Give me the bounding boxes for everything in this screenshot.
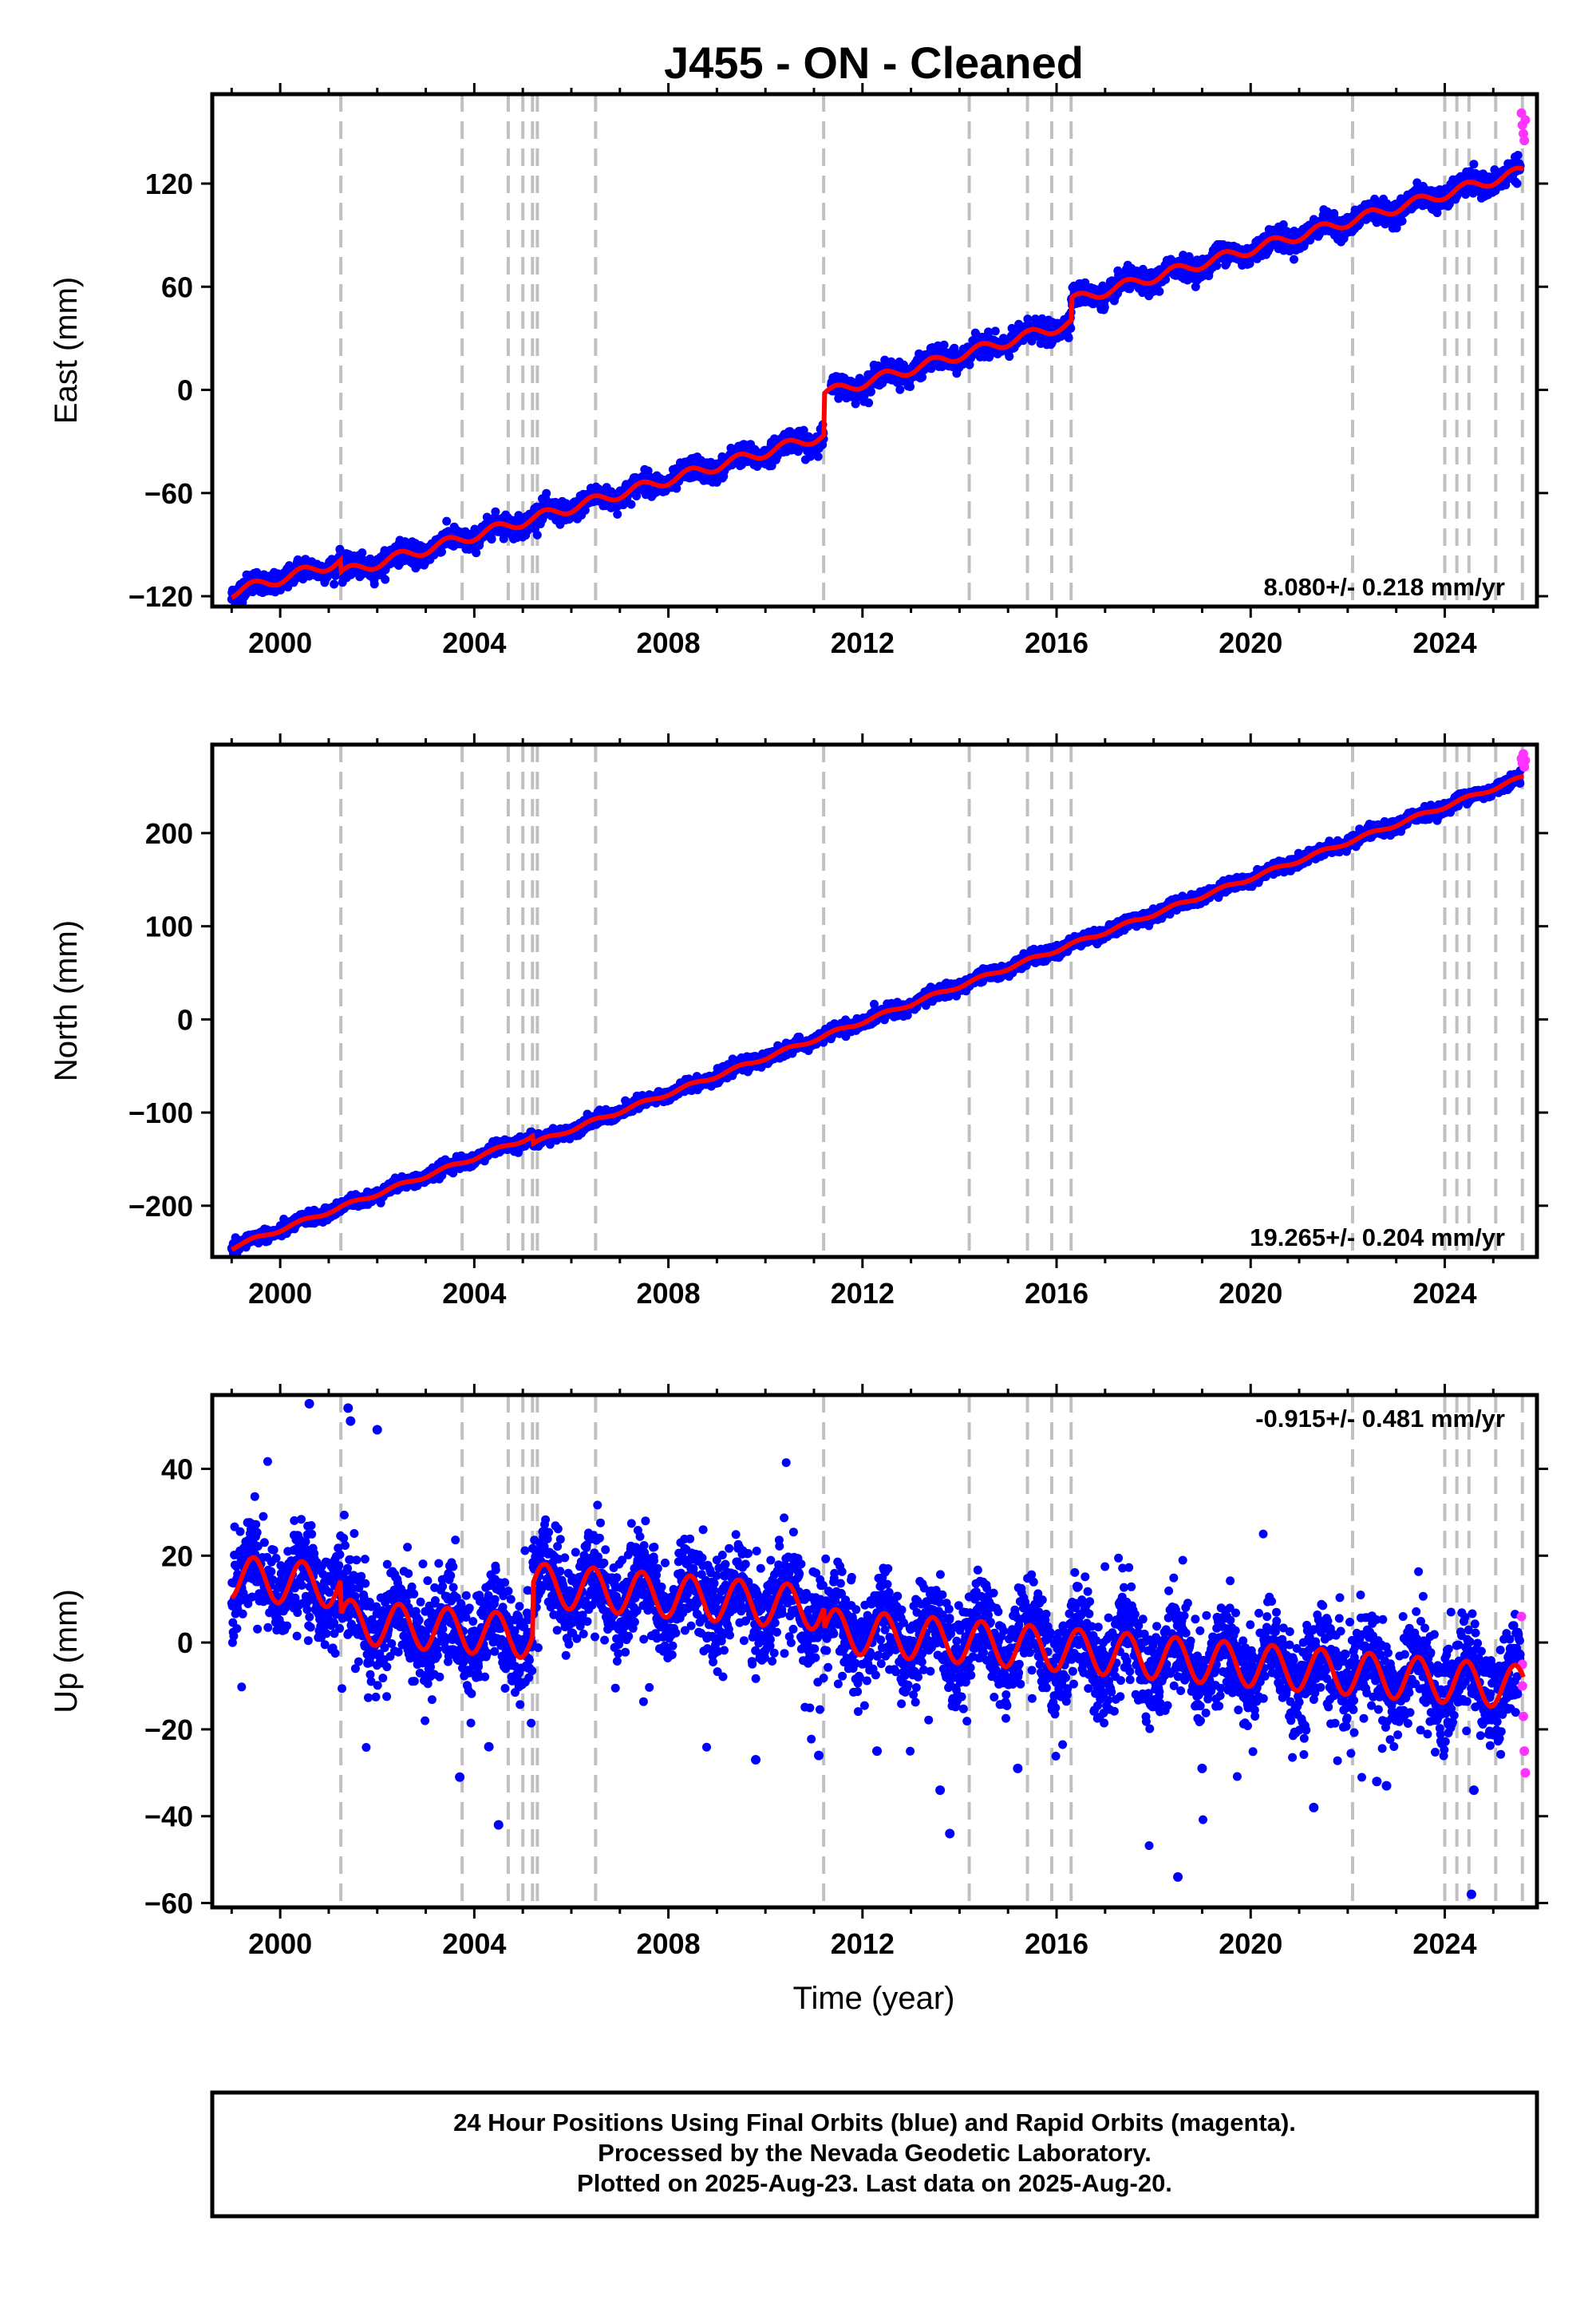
final-orbit-point (1513, 151, 1523, 160)
final-orbit-point (442, 516, 452, 526)
final-orbit-point (867, 387, 875, 397)
y-tick-label: 120 (145, 168, 193, 200)
final-orbit-point (950, 343, 959, 353)
x-tick-label: 2008 (637, 626, 701, 659)
final-orbit-point (613, 509, 622, 519)
north-panel: 2000 2004 2008 2012 2016 2020 2024−200−1000100… (49, 733, 1548, 1310)
final-orbit-point (1155, 287, 1164, 296)
figure-title: J455 - ON - Cleaned (664, 38, 1084, 88)
final-orbit-point (542, 488, 551, 498)
final-orbit-point (1005, 352, 1014, 362)
y-tick-label: −120 (128, 580, 193, 613)
final-orbit-point (1100, 302, 1109, 312)
final-orbit-point (906, 382, 915, 391)
final-orbit-point (990, 326, 1000, 336)
plot-frame (210, 92, 1539, 609)
final-orbit-point (1023, 314, 1033, 324)
final-orbit-point (939, 340, 949, 350)
final-orbit-point (437, 547, 446, 556)
final-orbit-point (487, 535, 496, 544)
x-tick-label: 2024 (1412, 626, 1476, 659)
final-orbit-point (965, 360, 974, 370)
final-orbit-point (381, 575, 390, 584)
final-orbit-point (813, 452, 823, 461)
final-orbit-point (330, 579, 339, 589)
final-orbit-point (1469, 160, 1479, 169)
y-tick-label: −60 (144, 477, 193, 510)
final-orbit-point (626, 500, 636, 509)
final-orbit-point (580, 505, 590, 515)
rate-label: 8.080+/- 0.218 mm/yr (1264, 573, 1505, 601)
final-orbit-point (1290, 255, 1298, 264)
final-orbit-point (532, 530, 542, 539)
y-axis-label: East (mm) (49, 277, 84, 424)
final-orbit-point (1064, 333, 1073, 342)
final-orbit-point (358, 548, 367, 558)
final-orbit-points (227, 749, 1531, 1257)
final-orbit-point (369, 579, 379, 589)
y-tick-label: 0 (177, 374, 193, 407)
rapid-orbit-point (1520, 115, 1531, 125)
final-orbit-point (918, 373, 927, 382)
final-orbit-point (895, 385, 905, 394)
x-tick-label: 2004 (442, 626, 506, 659)
final-orbit-point (1512, 179, 1522, 188)
final-orbit-point (851, 399, 860, 409)
final-orbit-point (864, 398, 874, 408)
final-orbit-point (1397, 216, 1407, 226)
x-tick-label: 2012 (831, 626, 895, 659)
final-orbit-points (227, 108, 1531, 607)
final-orbit-point (491, 507, 500, 516)
east-panel: 2000 2004 2008 2012 2016 2020 2024 −120 −60 0 60 12… (49, 83, 1548, 659)
final-orbit-point (643, 466, 653, 476)
rapid-orbit-point (1519, 136, 1530, 146)
x-tick-label: 2016 (1025, 626, 1088, 659)
x-tick-label: 2000 (248, 626, 312, 659)
x-tick-label: 2020 (1219, 626, 1282, 659)
y-tick-label: 60 (161, 271, 193, 303)
